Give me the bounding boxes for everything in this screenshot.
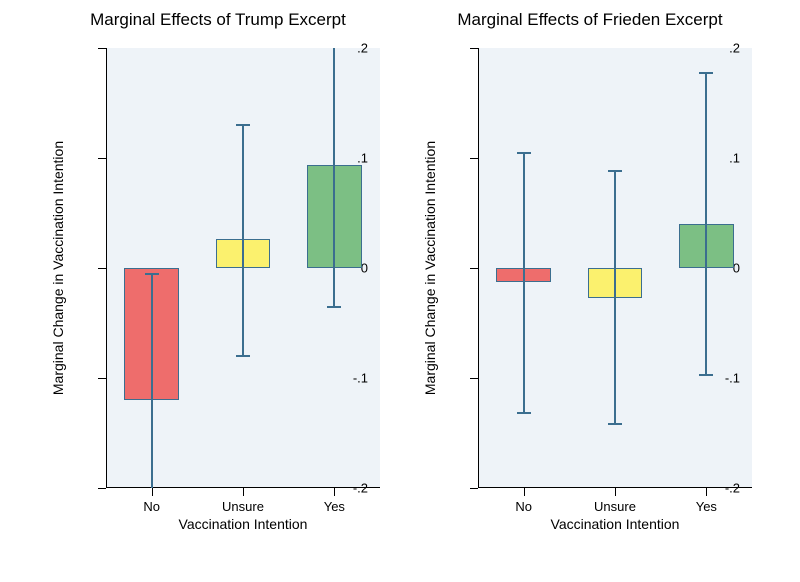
y-tick-label: .2: [729, 41, 740, 56]
x-tick: [334, 488, 335, 496]
y-tick: [470, 488, 478, 489]
y-tick: [470, 48, 478, 49]
y-tick: [470, 378, 478, 379]
figure: Marginal Effects of Trump Excerpt -.2 -.1 0…: [0, 0, 800, 582]
y-tick-label: -.2: [353, 481, 368, 496]
y-tick-label: .1: [729, 151, 740, 166]
error-cap: [608, 170, 622, 172]
error-cap: [608, 423, 622, 425]
x-tick: [152, 488, 153, 496]
x-tick-label: Yes: [696, 499, 717, 514]
y-tick: [98, 378, 106, 379]
y-tick-label: .1: [357, 151, 368, 166]
x-tick-label: Yes: [324, 499, 345, 514]
y-tick-label: -.1: [725, 371, 740, 386]
panel-title: Marginal Effects of Frieden Excerpt: [420, 10, 760, 30]
plot-area: -.2-.10.1.2Marginal Change in Vaccinatio…: [478, 48, 752, 488]
error-bar: [242, 125, 244, 356]
x-tick-label: Unsure: [222, 499, 264, 514]
y-tick: [98, 158, 106, 159]
error-cap: [327, 306, 341, 308]
panel-right: Marginal Effects of Frieden Excerpt-.2-.…: [420, 36, 760, 546]
plot-area: -.2-.10.1.2Marginal Change in Vaccinatio…: [106, 48, 380, 488]
x-axis-label: Vaccination Intention: [478, 516, 752, 532]
x-tick: [524, 488, 525, 496]
error-cap: [517, 152, 531, 154]
x-axis-label: Vaccination Intention: [106, 516, 380, 532]
x-tick: [706, 488, 707, 496]
y-axis-label: Marginal Change in Vaccination Intention: [422, 141, 438, 395]
y-tick: [470, 158, 478, 159]
x-tick: [243, 488, 244, 496]
y-tick: [98, 488, 106, 489]
panel-left: Marginal Effects of Trump Excerpt-.2-.10…: [48, 36, 388, 546]
y-axis-label: Marginal Change in Vaccination Intention: [50, 141, 66, 395]
x-tick-label: No: [515, 499, 532, 514]
error-cap: [517, 412, 531, 414]
x-tick-label: No: [143, 499, 160, 514]
y-tick: [98, 48, 106, 49]
y-tick-label: -.1: [353, 371, 368, 386]
y-tick: [470, 268, 478, 269]
error-cap: [236, 355, 250, 357]
x-tick-label: Unsure: [594, 499, 636, 514]
x-tick: [615, 488, 616, 496]
y-tick-label: 0: [361, 261, 368, 276]
y-tick-label: 0: [733, 261, 740, 276]
error-cap: [699, 72, 713, 74]
panel-title: Marginal Effects of Trump Excerpt: [48, 10, 388, 30]
error-cap: [236, 124, 250, 126]
y-tick-label: -.2: [725, 481, 740, 496]
error-bar: [705, 73, 707, 374]
y-tick: [98, 268, 106, 269]
error-bar: [523, 153, 525, 414]
y-tick-label: .2: [357, 41, 368, 56]
error-cap: [699, 374, 713, 376]
error-bar: [333, 48, 335, 307]
error-bar: [614, 171, 616, 424]
error-bar: [151, 274, 153, 489]
error-cap: [145, 273, 159, 275]
